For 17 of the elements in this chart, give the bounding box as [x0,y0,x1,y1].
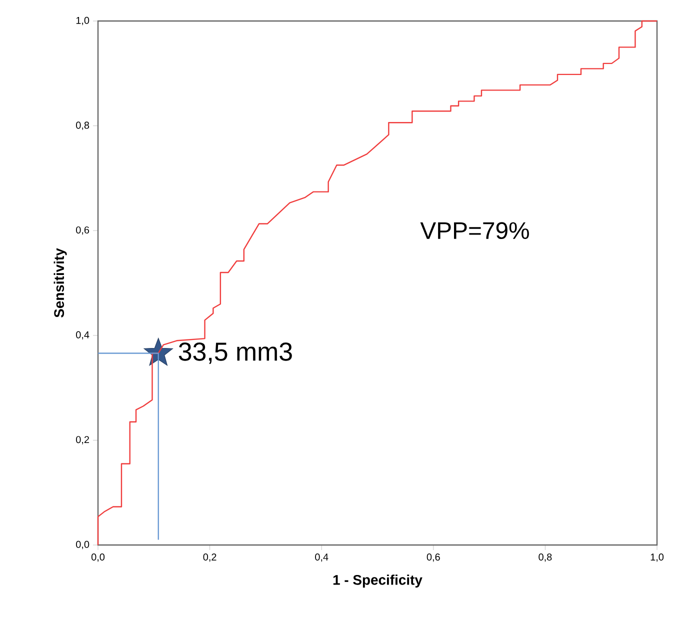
y-tick-label: 1,0 [76,16,90,26]
y-tick-label: 0,2 [76,436,89,444]
y-axis-title: Sensitivity [54,248,67,318]
x-tick-label: 0,6 [426,554,440,562]
x-tick-label: 1,0 [650,554,664,562]
x-tick-label: 0,8 [538,554,552,562]
annotation: 33,5 mm3 [178,342,292,364]
x-tick-label: 0,2 [203,554,216,562]
line-series [97,20,658,546]
annotation: VPP=79% [420,222,529,240]
y-tick-label: 0,6 [76,226,90,235]
x-tick-label: 0,0 [91,554,105,562]
y-tick-label: 0,4 [76,331,90,340]
x-axis-title: 1 - Specificity [333,574,422,588]
y-tick-label: 0,8 [76,122,90,130]
x-tick-label: 0,4 [315,554,328,562]
y-tick-label: 0,0 [76,540,90,550]
